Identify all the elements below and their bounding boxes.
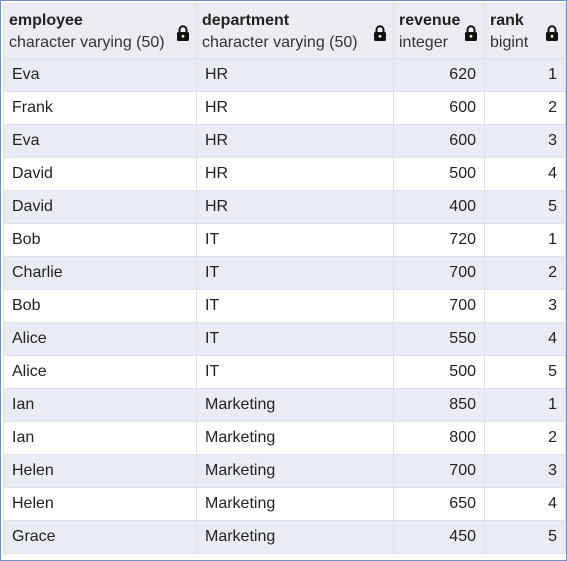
cell-employee[interactable]: Charlie — [3, 256, 197, 290]
cell-employee[interactable]: Alice — [3, 322, 197, 356]
cell-department[interactable]: HR — [196, 157, 394, 191]
cell-department[interactable]: IT — [196, 322, 394, 356]
cell-employee[interactable]: Bob — [3, 223, 197, 257]
cell-revenue[interactable]: 650 — [393, 487, 485, 521]
table-row: Bob IT 700 3 — [3, 289, 566, 323]
cell-employee[interactable]: Bob — [3, 289, 197, 323]
cell-department[interactable]: HR — [196, 58, 394, 92]
lock-icon — [465, 25, 477, 41]
cell-department[interactable]: IT — [196, 223, 394, 257]
cell-rank[interactable]: 1 — [484, 223, 566, 257]
column-type: integer — [399, 34, 448, 51]
table-row: David HR 400 5 — [3, 190, 566, 224]
cell-revenue[interactable]: 720 — [393, 223, 485, 257]
cell-employee[interactable]: Eva — [3, 124, 197, 158]
cell-department[interactable]: HR — [196, 190, 394, 224]
cell-rank[interactable]: 4 — [484, 322, 566, 356]
cell-revenue[interactable]: 800 — [393, 421, 485, 455]
cell-department[interactable]: Marketing — [196, 388, 394, 422]
cell-rank[interactable]: 3 — [484, 124, 566, 158]
column-header-revenue[interactable]: revenue integer — [393, 3, 485, 59]
cell-revenue[interactable]: 700 — [393, 256, 485, 290]
cell-rank[interactable]: 1 — [484, 388, 566, 422]
column-type: character varying (50) — [9, 34, 165, 51]
column-name: rank — [490, 12, 524, 29]
cell-revenue[interactable]: 400 — [393, 190, 485, 224]
lock-icon — [546, 25, 558, 41]
cell-employee[interactable]: David — [3, 190, 197, 224]
column-name: department — [202, 12, 290, 29]
header-row: employee character varying (50) departme… — [3, 3, 566, 59]
cell-department[interactable]: IT — [196, 289, 394, 323]
table-row: Ian Marketing 850 1 — [3, 388, 566, 422]
cell-employee[interactable]: David — [3, 157, 197, 191]
column-header-rank[interactable]: rank bigint — [484, 3, 566, 59]
cell-revenue[interactable]: 500 — [393, 157, 485, 191]
data-table: employee character varying (50) departme… — [3, 3, 566, 554]
cell-revenue[interactable]: 450 — [393, 520, 485, 554]
cell-revenue[interactable]: 600 — [393, 124, 485, 158]
cell-revenue[interactable]: 620 — [393, 58, 485, 92]
column-header-employee[interactable]: employee character varying (50) — [3, 3, 197, 59]
column-type: character varying (50) — [202, 34, 358, 51]
cell-rank[interactable]: 2 — [484, 91, 566, 125]
table-row: Grace Marketing 450 5 — [3, 520, 566, 554]
cell-rank[interactable]: 2 — [484, 421, 566, 455]
cell-employee[interactable]: Helen — [3, 454, 197, 488]
column-type: bigint — [490, 34, 529, 51]
cell-department[interactable]: HR — [196, 124, 394, 158]
table-row: Eva HR 620 1 — [3, 58, 566, 92]
cell-rank[interactable]: 1 — [484, 58, 566, 92]
cell-department[interactable]: Marketing — [196, 454, 394, 488]
table-row: Helen Marketing 700 3 — [3, 454, 566, 488]
cell-rank[interactable]: 4 — [484, 157, 566, 191]
cell-revenue[interactable]: 600 — [393, 91, 485, 125]
cell-department[interactable]: Marketing — [196, 487, 394, 521]
cell-revenue[interactable]: 500 — [393, 355, 485, 389]
cell-rank[interactable]: 2 — [484, 256, 566, 290]
cell-employee[interactable]: Ian — [3, 421, 197, 455]
lock-icon — [374, 25, 386, 41]
cell-revenue[interactable]: 850 — [393, 388, 485, 422]
column-header-department[interactable]: department character varying (50) — [196, 3, 394, 59]
cell-department[interactable]: Marketing — [196, 421, 394, 455]
cell-employee[interactable]: Helen — [3, 487, 197, 521]
cell-employee[interactable]: Eva — [3, 58, 197, 92]
cell-rank[interactable]: 3 — [484, 454, 566, 488]
table-row: Frank HR 600 2 — [3, 91, 566, 125]
cell-rank[interactable]: 4 — [484, 487, 566, 521]
cell-rank[interactable]: 5 — [484, 520, 566, 554]
table-row: Ian Marketing 800 2 — [3, 421, 566, 455]
cell-rank[interactable]: 5 — [484, 355, 566, 389]
cell-rank[interactable]: 3 — [484, 289, 566, 323]
cell-revenue[interactable]: 700 — [393, 289, 485, 323]
table-row: David HR 500 4 — [3, 157, 566, 191]
table-row: Alice IT 550 4 — [3, 322, 566, 356]
cell-employee[interactable]: Ian — [3, 388, 197, 422]
table-row: Eva HR 600 3 — [3, 124, 566, 158]
table-row: Charlie IT 700 2 — [3, 256, 566, 290]
table-row: Helen Marketing 650 4 — [3, 487, 566, 521]
lock-icon — [177, 25, 189, 41]
column-name: employee — [9, 12, 83, 29]
cell-revenue[interactable]: 700 — [393, 454, 485, 488]
cell-employee[interactable]: Alice — [3, 355, 197, 389]
table-row: Bob IT 720 1 — [3, 223, 566, 257]
table-row: Alice IT 500 5 — [3, 355, 566, 389]
cell-department[interactable]: IT — [196, 256, 394, 290]
cell-department[interactable]: Marketing — [196, 520, 394, 554]
cell-revenue[interactable]: 550 — [393, 322, 485, 356]
cell-rank[interactable]: 5 — [484, 190, 566, 224]
cell-department[interactable]: IT — [196, 355, 394, 389]
cell-department[interactable]: HR — [196, 91, 394, 125]
column-name: revenue — [399, 12, 461, 29]
cell-employee[interactable]: Grace — [3, 520, 197, 554]
cell-employee[interactable]: Frank — [3, 91, 197, 125]
